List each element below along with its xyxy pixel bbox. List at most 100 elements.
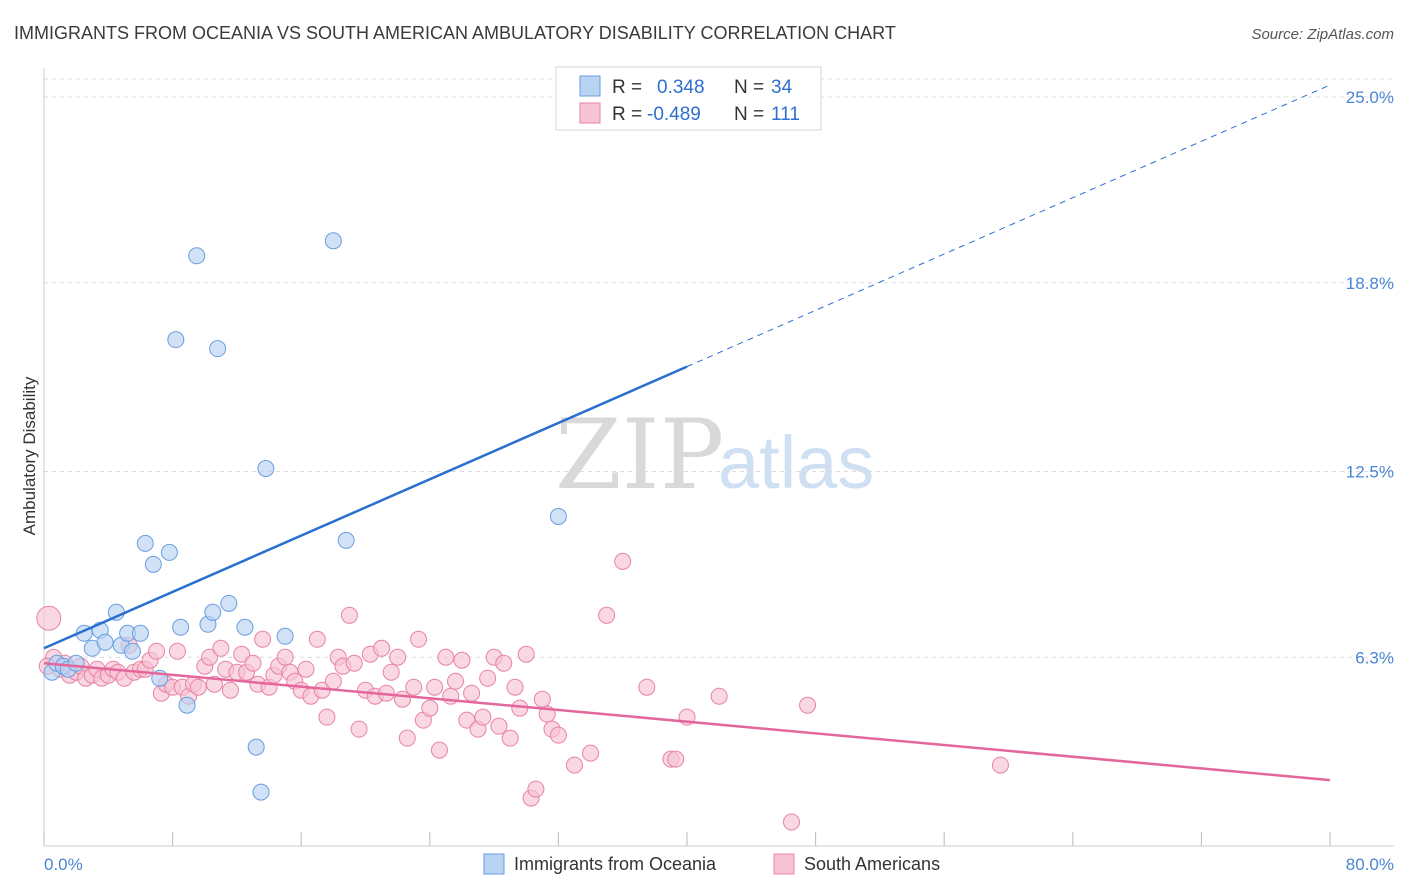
data-point-south-americans	[991, 756, 1009, 774]
data-point-south-americans	[421, 699, 439, 717]
data-point-oceania	[220, 594, 238, 612]
data-point-oceania	[247, 738, 265, 756]
data-point-south-americans	[189, 678, 207, 696]
data-point-south-americans	[393, 690, 411, 708]
data-point-oceania	[204, 603, 222, 621]
data-point-oceania	[252, 783, 270, 801]
data-point-south-americans	[474, 708, 492, 726]
data-point-oceania	[131, 624, 149, 642]
data-point-south-americans	[549, 726, 567, 744]
data-point-south-americans	[340, 606, 358, 624]
data-point-south-americans	[582, 744, 600, 762]
data-point-oceania	[236, 618, 254, 636]
data-point-south-americans	[598, 606, 616, 624]
data-point-south-americans	[782, 813, 800, 831]
data-point-south-americans	[490, 717, 508, 735]
data-point-south-americans	[308, 630, 326, 648]
data-point-oceania	[172, 618, 190, 636]
data-point-south-americans	[410, 630, 428, 648]
data-point-oceania	[276, 627, 294, 645]
data-point-oceania	[167, 331, 185, 349]
data-point-oceania	[160, 543, 178, 561]
data-point-oceania	[549, 507, 567, 525]
data-point-south-americans	[201, 648, 219, 666]
data-point-south-americans	[430, 741, 448, 759]
data-point-south-americans	[463, 684, 481, 702]
data-point-south-americans	[398, 729, 416, 747]
data-point-oceania	[123, 642, 141, 660]
data-point-south-americans	[345, 654, 363, 672]
data-point-south-americans	[426, 678, 444, 696]
data-point-south-americans	[276, 648, 294, 666]
data-point-south-americans	[799, 696, 817, 714]
chart-title: IMMIGRANTS FROM OCEANIA VS SOUTH AMERICA…	[14, 23, 896, 43]
data-point-south-americans	[168, 642, 186, 660]
trend-line-oceania	[43, 365, 688, 650]
data-point-south-americans	[527, 780, 545, 798]
watermark: ZIP atlas	[555, 399, 874, 511]
data-point-south-americans	[517, 645, 535, 663]
data-point-south-americans	[614, 552, 632, 570]
data-point-south-americans	[254, 630, 272, 648]
y-tick-label: 12.5%	[1346, 463, 1394, 482]
series-south-americans	[36, 552, 1009, 831]
data-point-oceania	[136, 534, 154, 552]
data-point-oceania	[96, 633, 114, 651]
y-tick-label: 25.0%	[1346, 88, 1394, 107]
axes	[43, 68, 1394, 847]
data-point-south-americans	[447, 672, 465, 690]
data-point-south-americans	[533, 690, 551, 708]
bottom-legend-swatch-pink	[773, 853, 795, 875]
data-point-south-americans	[233, 645, 251, 663]
data-point-south-americans	[437, 648, 455, 666]
series-immigrants-from-oceania	[43, 232, 567, 801]
legend-n-value-pink: 111	[771, 104, 800, 125]
legend-n-label-blue: N =	[734, 77, 764, 98]
data-point-south-americans	[212, 639, 230, 657]
data-point-south-americans	[382, 663, 400, 681]
bottom-legend-label-blue: Immigrants from Oceania	[514, 854, 717, 874]
data-point-south-americans	[506, 678, 524, 696]
legend-r-label-blue: R =	[612, 77, 642, 98]
data-point-oceania	[324, 232, 342, 250]
watermark-zip: ZIP	[555, 399, 724, 511]
legend-r-value-pink: -0.489	[647, 104, 701, 125]
grid	[44, 78, 1394, 658]
data-point-south-americans	[148, 642, 166, 660]
data-point-south-americans	[710, 687, 728, 705]
y-tick-labels: 6.3% 12.5% 18.8% 25.0%	[1346, 88, 1394, 667]
data-point-oceania	[67, 654, 85, 672]
data-point-south-americans	[667, 750, 685, 768]
data-point-south-americans	[350, 720, 368, 738]
legend-n-label-pink: N =	[734, 104, 764, 125]
data-point-south-americans	[389, 648, 407, 666]
trend-lines	[43, 84, 1331, 782]
x-tick-label-min: 0.0%	[44, 855, 83, 874]
data-point-south-americans	[458, 711, 476, 729]
data-point-south-americans	[244, 654, 262, 672]
watermark-atlas: atlas	[718, 421, 874, 504]
data-point-south-americans	[297, 660, 315, 678]
legend-r-value-blue: 0.348	[657, 77, 705, 98]
data-point-south-americans	[565, 756, 583, 774]
data-point-south-americans	[373, 639, 391, 657]
y-tick-label: 6.3%	[1355, 648, 1394, 667]
trend-line-oceania-extension	[686, 84, 1331, 368]
correlation-legend: R = 0.348 N = 34 R = -0.489 N = 111	[555, 66, 822, 131]
data-point-south-americans	[453, 651, 471, 669]
data-point-south-americans	[324, 672, 342, 690]
x-tick-label-max: 80.0%	[1346, 855, 1394, 874]
data-point-south-americans	[501, 729, 519, 747]
data-point-south-americans	[405, 678, 423, 696]
legend-swatch-blue	[579, 75, 601, 97]
data-point-south-americans	[318, 708, 336, 726]
data-point-oceania	[188, 247, 206, 265]
data-point-south-americans	[36, 605, 62, 631]
chart-source: Source: ZipAtlas.com	[1251, 26, 1394, 43]
trend-line-south-americans	[43, 661, 1331, 782]
data-point-south-americans	[495, 654, 513, 672]
data-point-south-americans	[221, 681, 239, 699]
bottom-legend-swatch-blue	[483, 853, 505, 875]
y-tick-label: 18.8%	[1346, 274, 1394, 293]
